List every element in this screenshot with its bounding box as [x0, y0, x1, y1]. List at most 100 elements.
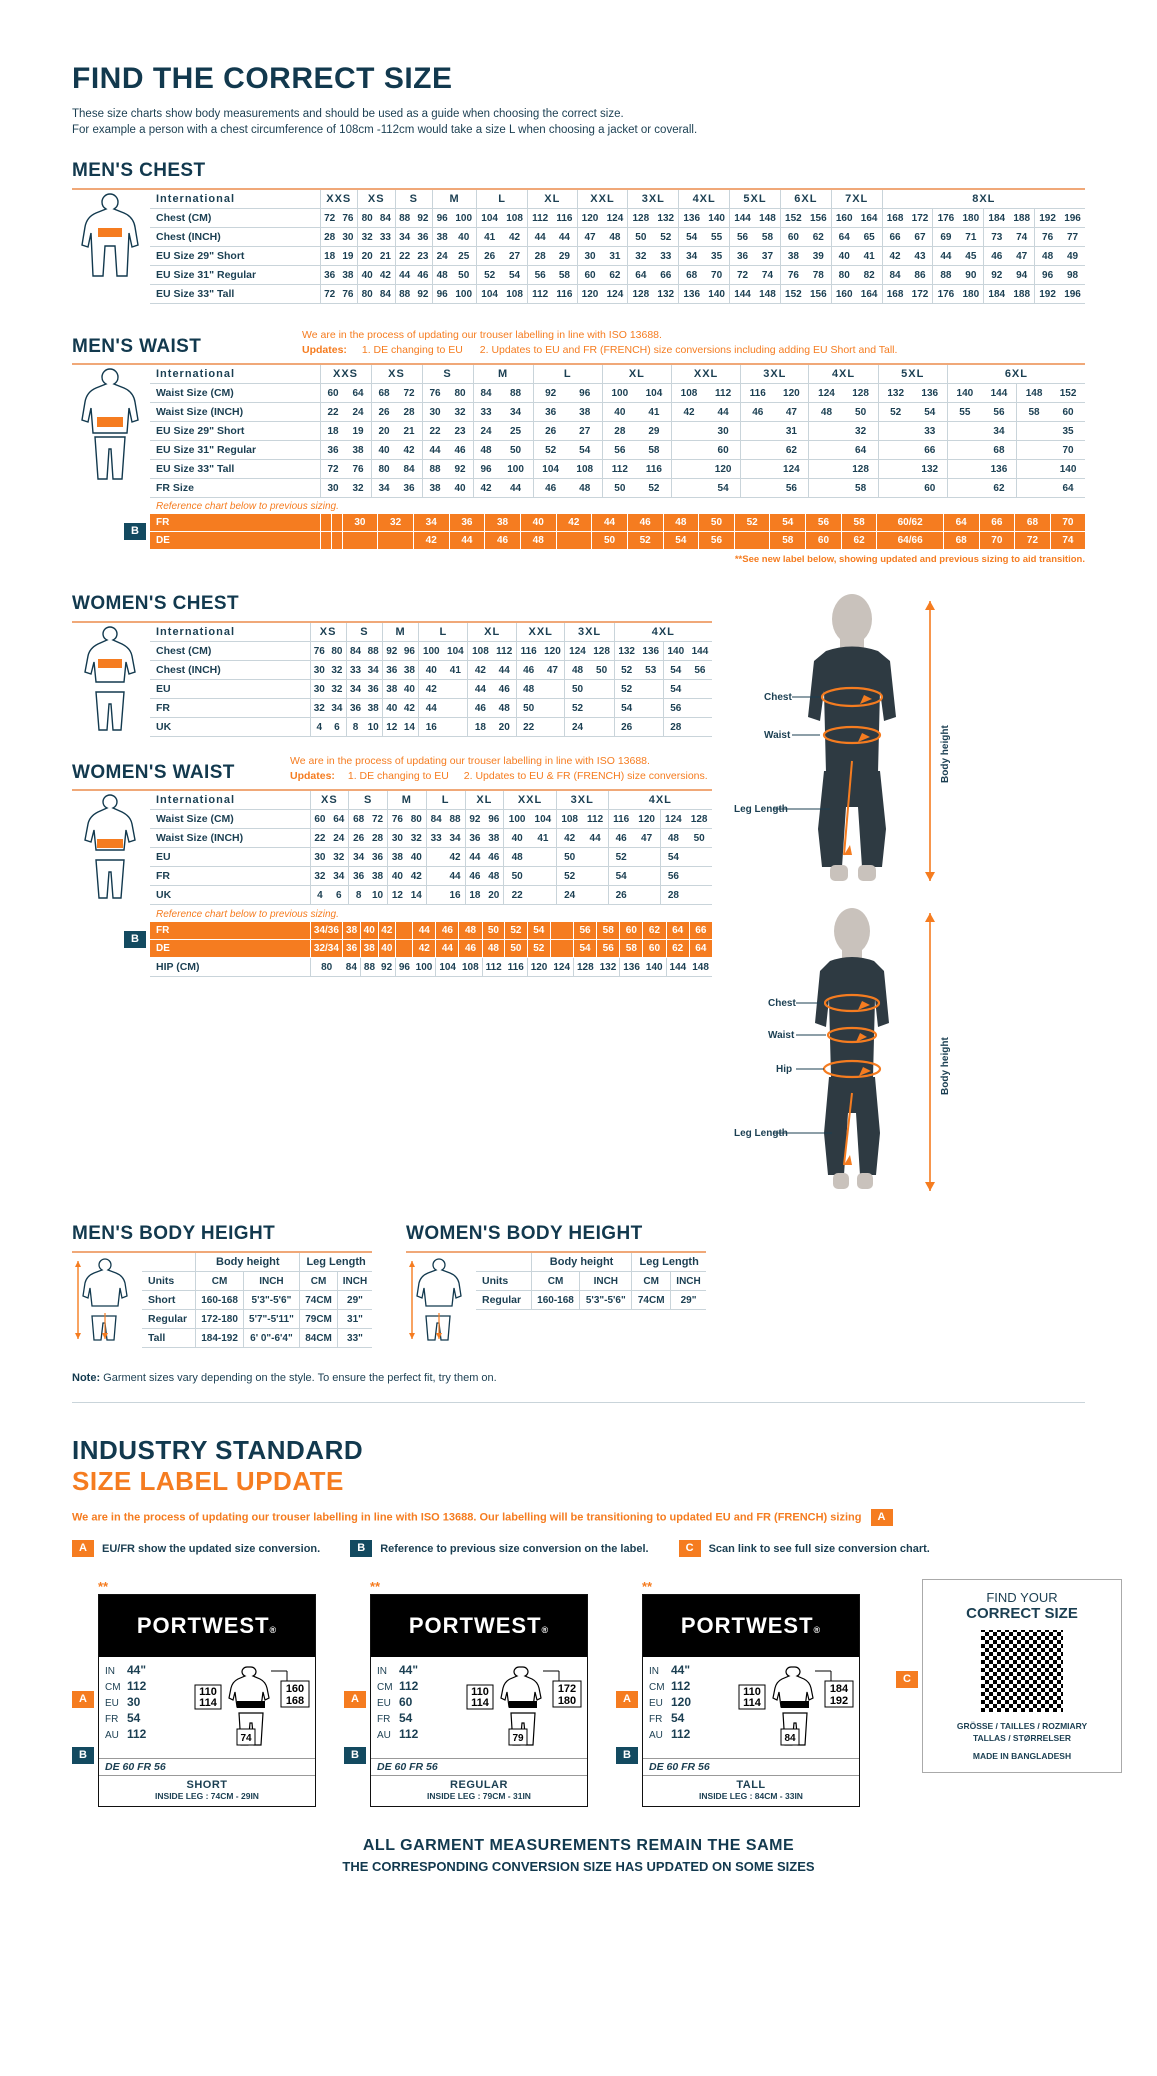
measure-cell: 38 [779, 246, 806, 266]
measure-cell [670, 459, 707, 479]
table-top-rule [72, 1251, 372, 1253]
measure-cell: 33 [376, 227, 395, 247]
row-label: EU Size 31" Regular [150, 440, 320, 460]
table-row: FR 32 34 36 38 40 42 44 46 48 50 52 54 56 [150, 698, 712, 718]
reference-cell: 54 [662, 531, 699, 550]
measure-cell: 168 [881, 208, 908, 228]
measure-cell: 80 [447, 383, 473, 403]
womens-waist-ref-table: FR 34/36 38 40 42 44 46 48 50 52 54 56 58 60 62 64 66 DE 3… [150, 922, 712, 977]
reference-cell: 36 [448, 514, 485, 532]
reference-cell: 50 [481, 922, 505, 940]
measure-cell: 40 [370, 440, 397, 460]
measure-cell: 92 [447, 459, 473, 479]
intro-line-2: For example a person with a chest circum… [72, 124, 698, 136]
bh-cell: 29" [670, 1290, 706, 1310]
measure-cell: 33 [472, 402, 499, 422]
measure-cell: 33 [345, 660, 365, 680]
mens-waist-section: MEN'S WAIST We are in the process of upd… [0, 310, 1157, 565]
bh-group-header: Leg Length [631, 1253, 706, 1272]
card-inside-leg: INSIDE LEG : 84CM - 33IN [699, 1791, 803, 1801]
size-column-header: 6XL [779, 190, 832, 209]
measure-cell: 62 [774, 440, 809, 460]
mens-waist-figure [72, 365, 150, 498]
measure-cell: 60 [912, 478, 948, 498]
measure-cell: 44 [464, 847, 485, 867]
table-top-rule [72, 363, 1085, 365]
reference-cell: 62 [642, 922, 667, 940]
measure-cell: 8 [345, 717, 365, 737]
size-column-header: XS [309, 791, 349, 810]
measure-cell: 33 [653, 246, 679, 266]
measure-cell [540, 679, 565, 699]
row-label: EU Size 33" Tall [150, 284, 320, 304]
label-update-title-2: SIZE LABEL UPDATE [72, 1466, 344, 1496]
measure-cell: 42 [445, 847, 465, 867]
table-row: Waist Size (INCH) 22 24 26 28 30 32 33 34 36 38 40 4… [150, 402, 1085, 422]
measure-cell: 120 [774, 383, 809, 403]
measure-cell: 40 [381, 698, 401, 718]
measure-cell: 36 [413, 227, 433, 247]
mens-waist-note-line1: We are in the process of updating our tr… [302, 329, 662, 341]
measure-cell: 88 [498, 383, 534, 403]
spacer-cell [142, 1253, 196, 1272]
measure-cell: 96 [432, 284, 452, 304]
measure-cell: 50 [564, 679, 590, 699]
mens-waist-ref-table: FR 30 32 34 36 38 40 42 44 46 48 50 52 54 56 58 60/62 64 6… [150, 514, 1085, 550]
row-label: FR [150, 514, 320, 532]
measure-cell: 112 [492, 641, 517, 661]
measure-cell: 132 [596, 957, 620, 977]
measure-cell: 23 [413, 246, 433, 266]
measure-cell: 120 [526, 957, 551, 977]
measure-cell [530, 866, 557, 886]
measure-cell: 32 [328, 660, 347, 680]
bh-sub-header: INCH [670, 1271, 706, 1291]
womens-chest-tbody: International XS S M L XL XXL 3XL 4XL Chest (CM) 7… [150, 623, 712, 737]
male-waist-icon [81, 368, 139, 480]
measure-cell: 46 [492, 679, 517, 699]
reference-cell: 46 [484, 531, 521, 550]
measure-cell: 48 [472, 440, 499, 460]
measure-cell: 54 [706, 478, 741, 498]
measure-cell: 47 [540, 660, 565, 680]
code-key: AU [377, 1730, 391, 1741]
card-figure: 110 114 79 172 180 [465, 1663, 583, 1754]
measure-cell [877, 440, 913, 460]
reference-cell: 40 [359, 922, 379, 940]
bh-sub-header: CM [631, 1271, 671, 1291]
measure-cell: 56 [527, 265, 553, 285]
measure-cell: 176 [932, 208, 959, 228]
table-row: EU Size 31" Regular 36 38 40 42 44 46 48 50 52 54 5… [150, 440, 1085, 460]
measure-cell: 48 [808, 402, 844, 422]
measure-cell: 74 [755, 265, 781, 285]
measure-cell: 84 [396, 459, 422, 479]
bh-row: Regular 172-180 5'7"-5'11" 79CM 31" [142, 1309, 372, 1329]
size-column-header: XXL [670, 365, 741, 384]
row-label: UK [150, 885, 310, 905]
card-fit-label: TALL [736, 1779, 766, 1791]
row-label: Waist Size (INCH) [150, 402, 320, 422]
qr-code[interactable] [981, 1630, 1063, 1712]
measure-cell: 8 [348, 885, 369, 905]
row-label: FR Size [150, 478, 320, 498]
label-update-title-1: INDUSTRY STANDARD [72, 1435, 364, 1465]
measure-cell: 120 [576, 208, 603, 228]
measure-cell: 88 [932, 265, 959, 285]
row-label: FR [150, 698, 310, 718]
measure-cell: 18 [319, 421, 346, 441]
measure-cell: 52 [636, 478, 672, 498]
card-body: IN 44" CM 112 EU 30 FR 54 AU 112 110 114 74 160 168 [99, 1657, 315, 1758]
size-column-header: M [431, 190, 477, 209]
measure-cell: 92 [464, 809, 485, 829]
reference-cell: 58 [596, 922, 620, 940]
measure-cell [425, 847, 446, 867]
size-column-header: M [472, 365, 534, 384]
row-label: EU Size 29" Short [150, 421, 320, 441]
label-update-intro-row: We are in the process of updating our tr… [72, 1509, 1085, 1526]
size-column-header: XL [527, 190, 578, 209]
measure-cell: 168 [881, 284, 908, 304]
measure-cell: 38 [567, 402, 603, 422]
measure-cell: 128 [686, 809, 712, 829]
reference-cell: 40 [519, 514, 557, 532]
measure-cell: 44 [582, 828, 609, 848]
size-column-header: XL [467, 623, 517, 642]
